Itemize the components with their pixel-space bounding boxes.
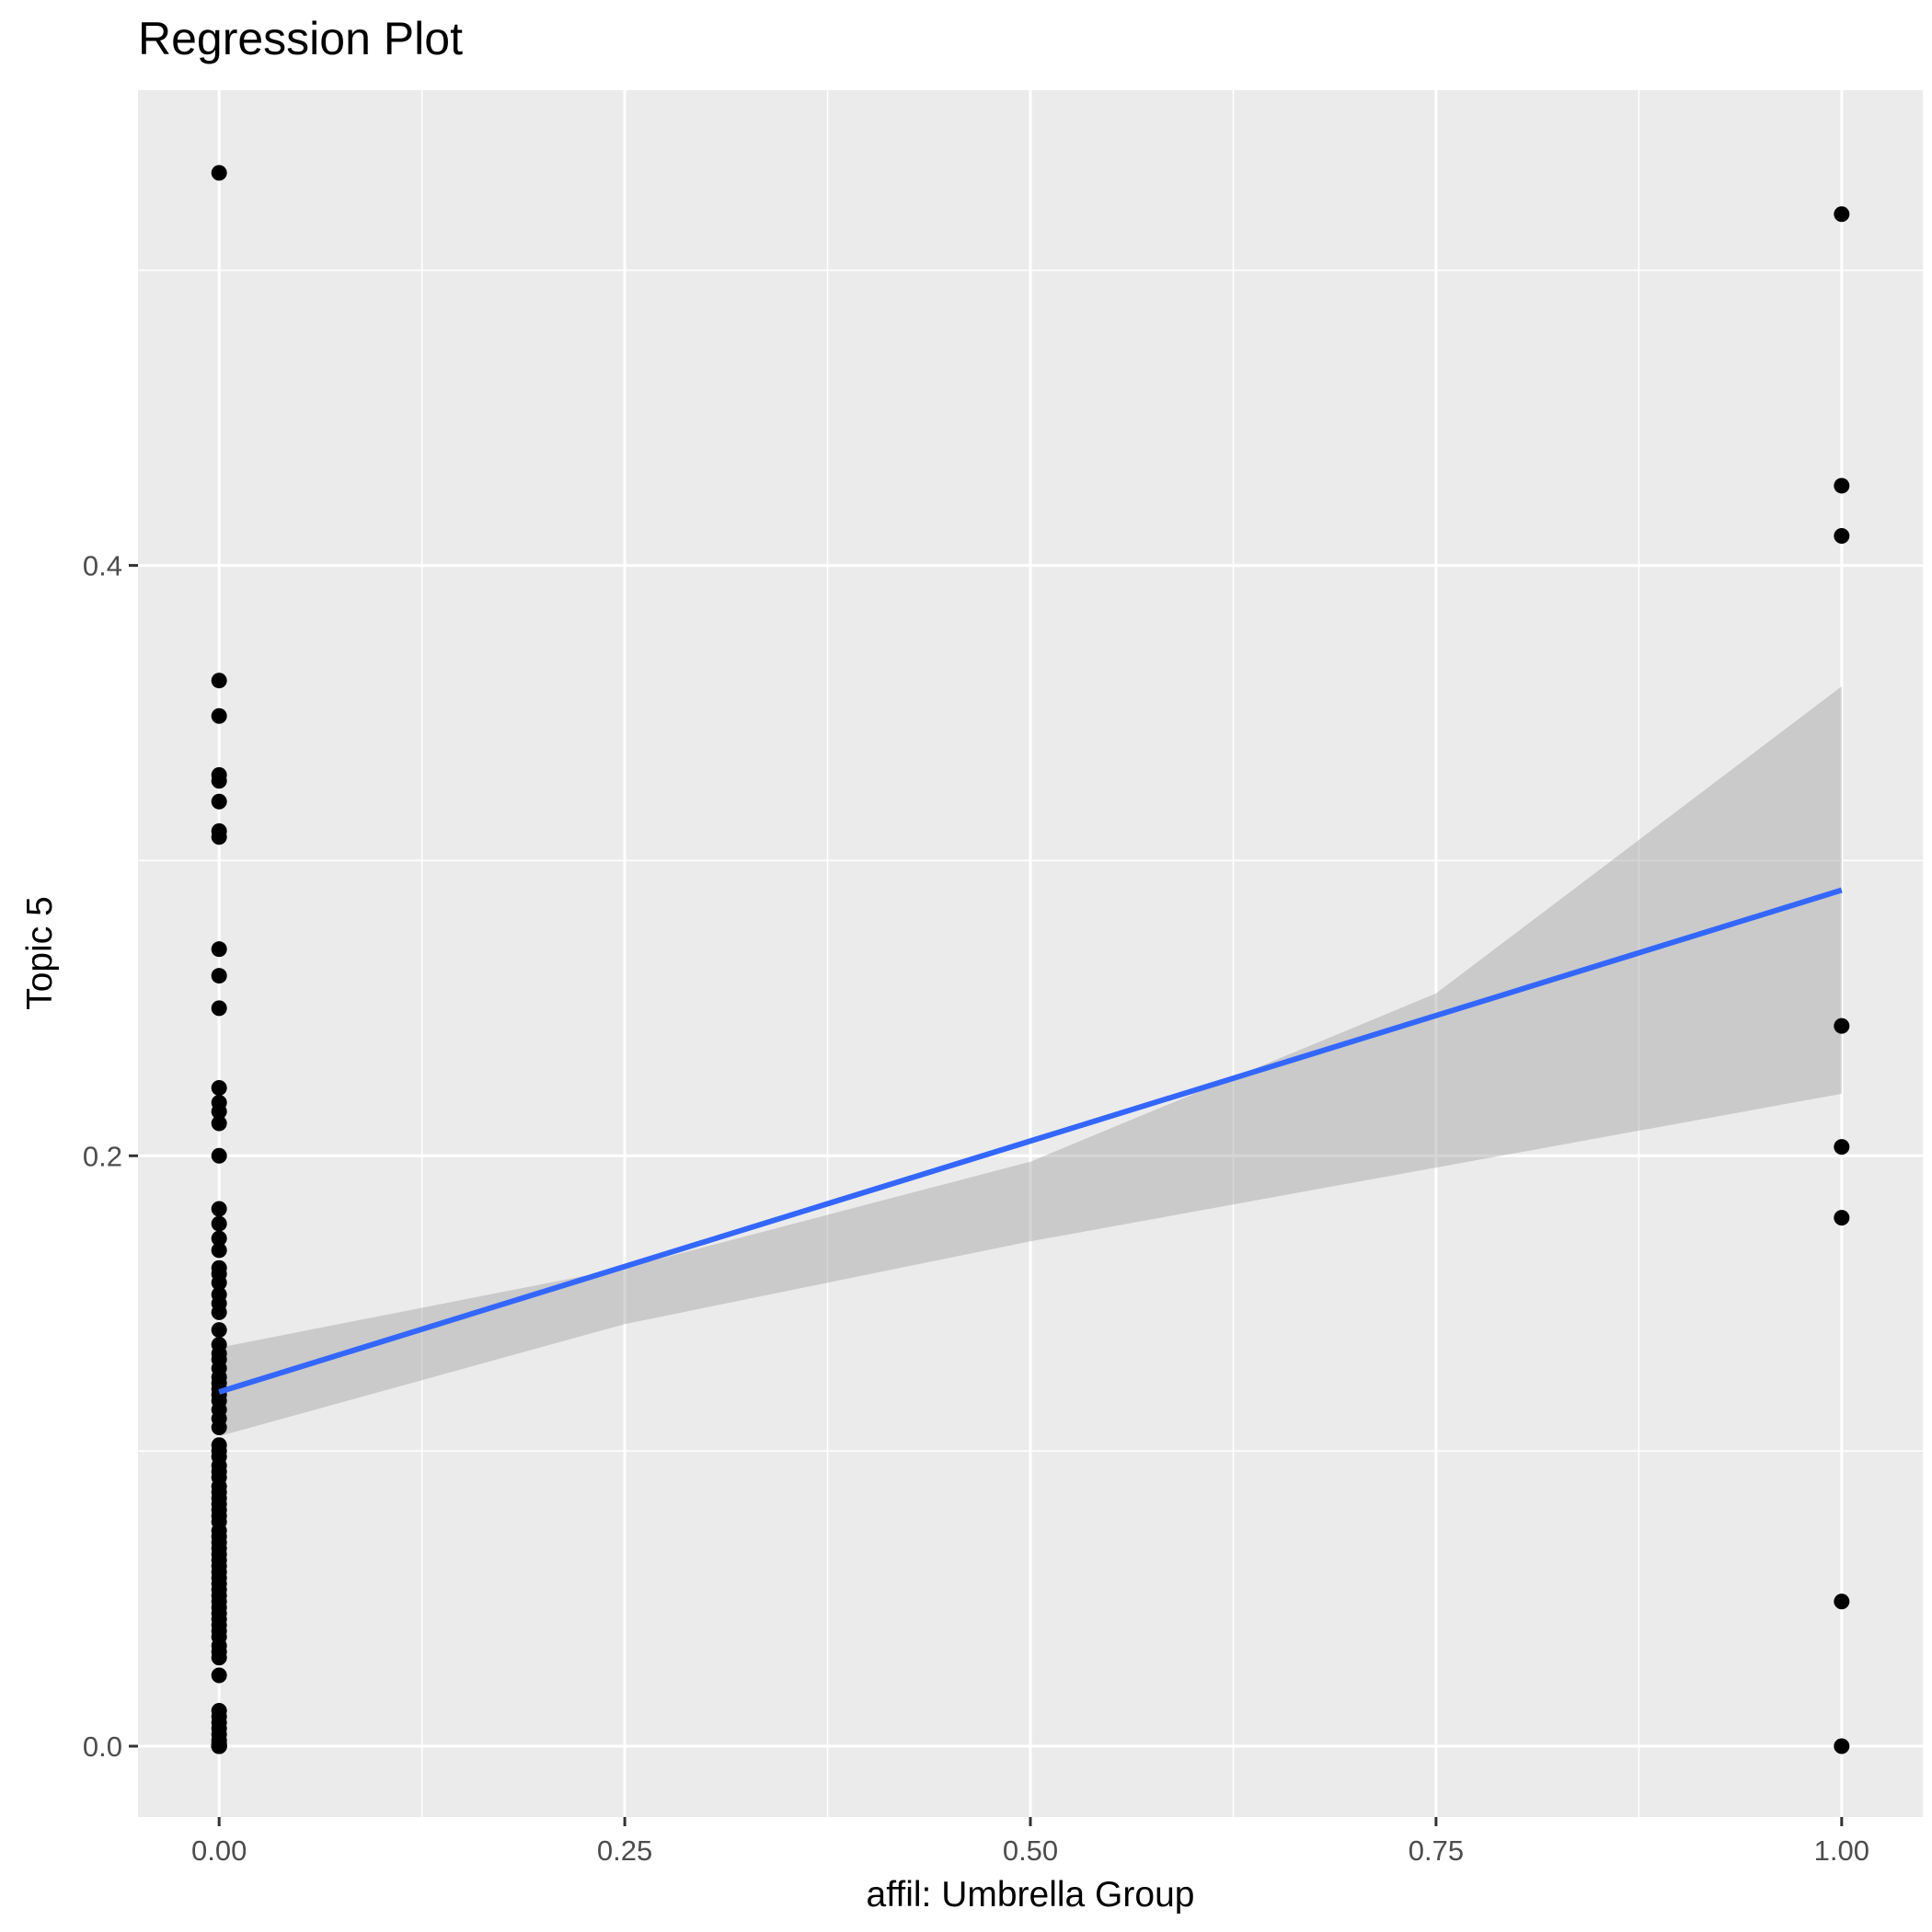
data-point xyxy=(211,1738,227,1754)
data-point xyxy=(1834,1210,1850,1226)
y-tick-label: 0.0 xyxy=(83,1731,122,1763)
x-axis-ticks: 0.00 0.25 0.50 0.75 1.00 xyxy=(191,1817,1869,1867)
confidence-band xyxy=(219,686,1842,1437)
data-point xyxy=(211,1304,227,1320)
data-point xyxy=(211,1147,227,1164)
data-point xyxy=(211,1230,227,1247)
data-point xyxy=(211,1650,227,1666)
data-point xyxy=(211,1419,227,1435)
data-point xyxy=(1834,1593,1850,1610)
y-tick-label: 0.4 xyxy=(83,550,122,582)
data-point xyxy=(211,707,227,724)
data-point xyxy=(1834,1018,1850,1034)
chart-title: Regression Plot xyxy=(138,13,463,64)
data-point xyxy=(211,1274,227,1291)
x-tick-label: 0.25 xyxy=(597,1834,652,1867)
x-axis-title: affil: Umbrella Group xyxy=(867,1875,1195,1915)
data-point xyxy=(211,1215,227,1232)
data-point xyxy=(211,793,227,810)
y-axis-title: Topic 5 xyxy=(20,896,60,1010)
data-points xyxy=(211,165,1850,1754)
data-point xyxy=(211,968,227,984)
y-axis-ticks: 0.0 0.2 0.4 xyxy=(83,550,138,1763)
y-tick-label: 0.2 xyxy=(83,1140,122,1172)
data-point xyxy=(211,1201,227,1217)
confidence-band-layer xyxy=(219,686,1842,1437)
data-point xyxy=(211,1103,227,1120)
data-point xyxy=(211,941,227,958)
data-point xyxy=(1834,477,1850,494)
data-point xyxy=(211,1322,227,1339)
x-tick-label: 0.50 xyxy=(1003,1834,1058,1867)
data-point xyxy=(211,673,227,689)
data-point xyxy=(211,829,227,845)
x-tick-label: 0.00 xyxy=(191,1834,247,1867)
data-point xyxy=(211,1242,227,1259)
data-point xyxy=(211,1079,227,1096)
data-point xyxy=(211,1000,227,1017)
x-tick-label: 1.00 xyxy=(1814,1834,1869,1867)
data-point xyxy=(211,1667,227,1684)
data-point xyxy=(211,773,227,789)
data-point xyxy=(1834,1738,1850,1754)
data-point xyxy=(211,165,227,181)
regression-line-layer xyxy=(218,887,1843,1395)
regression-line xyxy=(218,887,1843,1395)
data-point xyxy=(211,1115,227,1132)
data-point xyxy=(1834,1139,1850,1156)
data-point xyxy=(1834,206,1850,223)
x-tick-label: 0.75 xyxy=(1409,1834,1464,1867)
data-point xyxy=(1834,527,1850,544)
